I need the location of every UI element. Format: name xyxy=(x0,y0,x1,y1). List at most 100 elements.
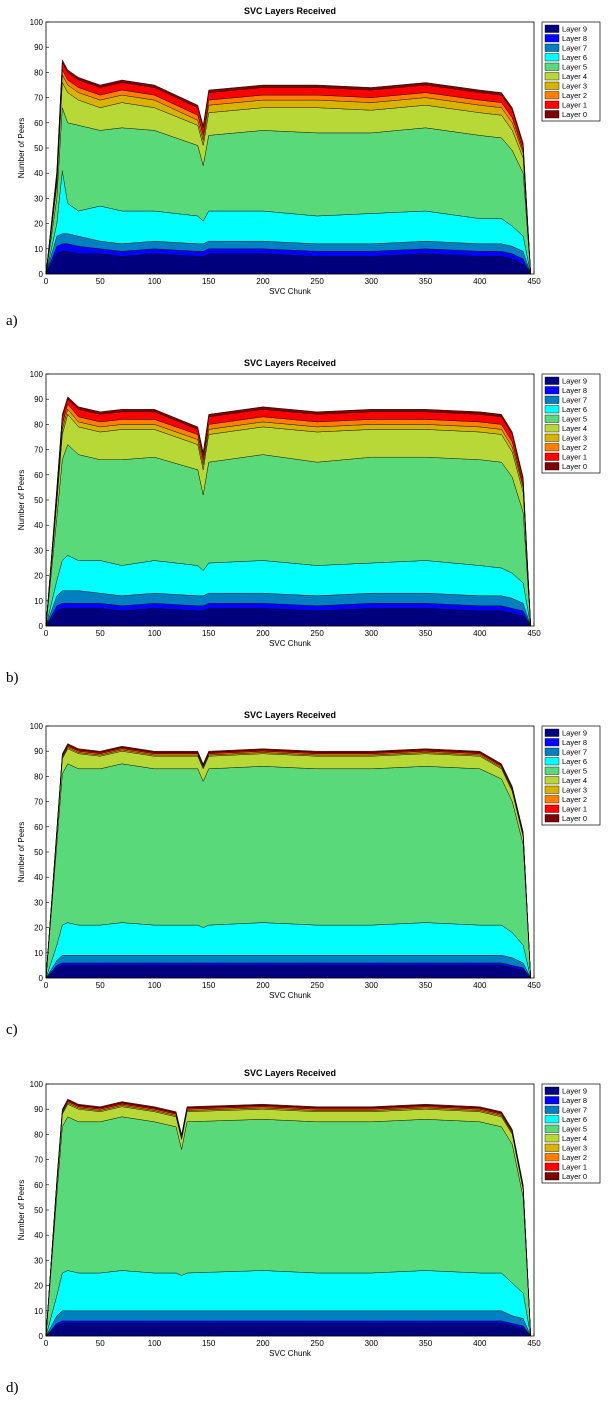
y-tick-label: 40 xyxy=(34,169,43,178)
legend-entry: Layer 4 xyxy=(562,776,587,785)
x-tick-label: 200 xyxy=(256,981,270,990)
y-tick-label: 50 xyxy=(34,1206,43,1215)
chart-panel-a: SVC Layers Received 0 50 100 150 200 250 300 350… xyxy=(0,0,608,340)
panel-label-a: a) xyxy=(6,313,18,329)
legend-swatch xyxy=(544,395,560,404)
legend-entry: Layer 7 xyxy=(562,748,587,757)
legend-swatch xyxy=(544,1172,560,1181)
y-tick-label: 0 xyxy=(39,622,44,631)
y-tick-label: 90 xyxy=(34,747,43,756)
legend-swatch xyxy=(544,414,560,423)
x-axis-label: SVC Chunk xyxy=(269,1349,312,1358)
x-tick-label: 450 xyxy=(527,629,541,638)
x-axis-label: SVC Chunk xyxy=(269,639,312,648)
legend-swatch xyxy=(544,24,560,33)
y-tick-label: 10 xyxy=(34,245,43,254)
y-tick-label: 50 xyxy=(34,144,43,153)
y-tick-label: 50 xyxy=(34,848,43,857)
x-tick-label: 300 xyxy=(365,981,379,990)
y-axis-label: Number of Peers xyxy=(17,1180,26,1240)
legend-entry: Layer 8 xyxy=(562,34,587,43)
x-tick-label: 50 xyxy=(96,981,105,990)
legend-swatch xyxy=(544,100,560,109)
legend-swatch xyxy=(544,1115,560,1124)
legend-swatch xyxy=(544,376,560,385)
legend-entry: Layer 2 xyxy=(562,443,587,452)
y-tick-label: 10 xyxy=(34,949,43,958)
legend-swatch xyxy=(544,443,560,452)
y-tick-label: 20 xyxy=(34,572,43,581)
legend-entry: Layer 3 xyxy=(562,82,587,91)
x-tick-label: 200 xyxy=(256,629,270,638)
chart-panel-c: SVC Layers Received 0 50 100 150 200 250 300 350… xyxy=(0,704,608,1044)
y-tick-label: 20 xyxy=(34,1282,43,1291)
legend-entry: Layer 6 xyxy=(562,53,587,62)
legend-entry: Layer 7 xyxy=(562,44,587,53)
legend-swatch xyxy=(544,433,560,442)
x-tick-label: 450 xyxy=(527,1339,541,1348)
legend-swatch xyxy=(544,814,560,823)
panel-label-c: c) xyxy=(6,1022,18,1038)
legend-swatch xyxy=(544,776,560,785)
y-axis-label: Number of Peers xyxy=(17,470,26,530)
legend-swatch xyxy=(544,738,560,747)
chart-title: SVC Layers Received xyxy=(244,1068,336,1078)
y-tick-label: 10 xyxy=(34,1307,43,1316)
legend-entry: Layer 2 xyxy=(562,795,587,804)
y-tick-label: 50 xyxy=(34,496,43,505)
legend-entry: Layer 0 xyxy=(562,110,587,119)
legend-swatch xyxy=(544,766,560,775)
x-tick-label: 450 xyxy=(527,981,541,990)
y-tick-label: 60 xyxy=(34,471,43,480)
x-tick-label: 400 xyxy=(473,629,487,638)
legend-swatch xyxy=(544,62,560,71)
legend-swatch xyxy=(544,1105,560,1114)
x-tick-label: 100 xyxy=(148,629,162,638)
y-tick-label: 0 xyxy=(39,974,44,983)
legend-entry: Layer 3 xyxy=(562,1144,587,1153)
y-tick-label: 0 xyxy=(39,270,44,279)
y-tick-label: 40 xyxy=(34,1231,43,1240)
x-tick-label: 100 xyxy=(148,1339,162,1348)
legend-entry: Layer 6 xyxy=(562,757,587,766)
legend-entry: Layer 4 xyxy=(562,1134,587,1143)
legend-entry: Layer 3 xyxy=(562,786,587,795)
legend-entry: Layer 5 xyxy=(562,63,587,72)
legend-entry: Layer 1 xyxy=(562,101,587,110)
y-tick-label: 30 xyxy=(34,194,43,203)
legend-swatch xyxy=(544,110,560,119)
x-tick-label: 150 xyxy=(202,981,216,990)
legend-swatch xyxy=(544,43,560,52)
x-tick-label: 400 xyxy=(473,277,487,286)
y-tick-label: 0 xyxy=(39,1332,44,1341)
y-tick-label: 40 xyxy=(34,873,43,882)
y-tick-label: 30 xyxy=(34,898,43,907)
legend-entry: Layer 7 xyxy=(562,1106,587,1115)
legend-entry: Layer 9 xyxy=(562,729,587,738)
x-tick-label: 350 xyxy=(419,277,433,286)
legend-entry: Layer 8 xyxy=(562,1096,587,1105)
y-tick-label: 30 xyxy=(34,546,43,555)
x-tick-label: 50 xyxy=(96,1339,105,1348)
chart-title: SVC Layers Received xyxy=(244,710,336,720)
y-tick-label: 40 xyxy=(34,521,43,530)
x-tick-label: 350 xyxy=(419,629,433,638)
legend-entry: Layer 2 xyxy=(562,91,587,100)
x-tick-label: 150 xyxy=(202,1339,216,1348)
legend-swatch xyxy=(544,1153,560,1162)
chart-title: SVC Layers Received xyxy=(244,358,336,368)
area-layers xyxy=(45,1098,532,1337)
y-tick-label: 70 xyxy=(34,1156,43,1165)
legend-entry: Layer 7 xyxy=(562,396,587,405)
y-axis-label: Number of Peers xyxy=(17,118,26,178)
x-tick-label: 250 xyxy=(310,981,324,990)
legend-swatch xyxy=(544,386,560,395)
legend-swatch xyxy=(544,72,560,81)
legend-swatch xyxy=(544,1096,560,1105)
legend-swatch xyxy=(544,405,560,414)
